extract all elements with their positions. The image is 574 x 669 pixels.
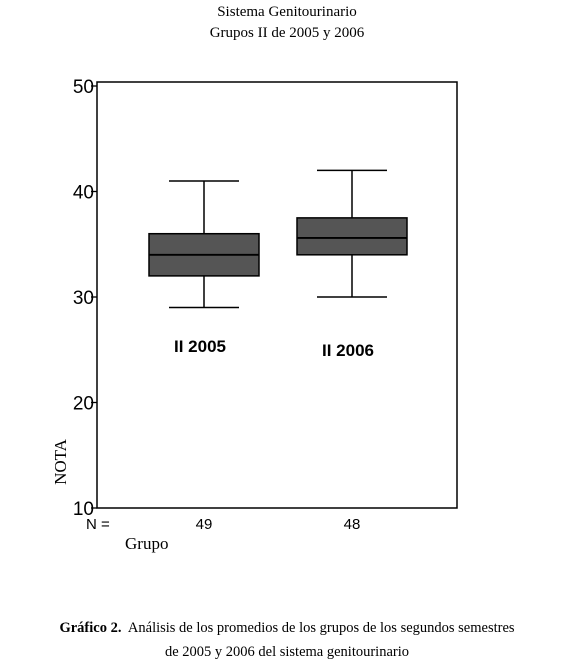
y-tick-label: 40 [73, 183, 94, 204]
caption-line-2: de 2005 y 2006 del sistema genitourinari… [164, 644, 410, 660]
y-tick-label: 20 [73, 394, 94, 415]
plot-frame [96, 81, 458, 509]
category-label: II 2006 [322, 341, 374, 360]
caption-line-1: Análisis de los promedios de los grupos … [127, 620, 515, 636]
category-label: II 2005 [174, 337, 226, 356]
boxes-layer: II 2005 49 II 2006 48 [148, 169, 408, 533]
y-tick-label: 50 [73, 77, 94, 98]
chart-subtitle: Grupos II de 2005 y 2006 [209, 25, 365, 41]
n-value: 49 [196, 516, 213, 533]
chart-title: Sistema Genitourinario [217, 4, 357, 20]
x-axis-label: Grupo [125, 534, 168, 553]
n-value: 48 [344, 516, 361, 533]
y-tick-label: 10 [73, 499, 94, 520]
figure-caption: Gráfico 2. Análisis de los promedios de … [0, 617, 574, 640]
box-iqr [296, 217, 408, 256]
boxplot-chart: 10 20 30 40 50 II 2005 49 II 2006 48 NOTA N = G… [51, 77, 458, 553]
caption-label: Gráfico 2. [59, 620, 122, 636]
y-axis-label: NOTA [51, 438, 70, 485]
y-tick-label: 30 [73, 288, 94, 309]
n-label: N = [86, 516, 110, 533]
y-axis: 10 20 30 40 50 [73, 77, 97, 520]
